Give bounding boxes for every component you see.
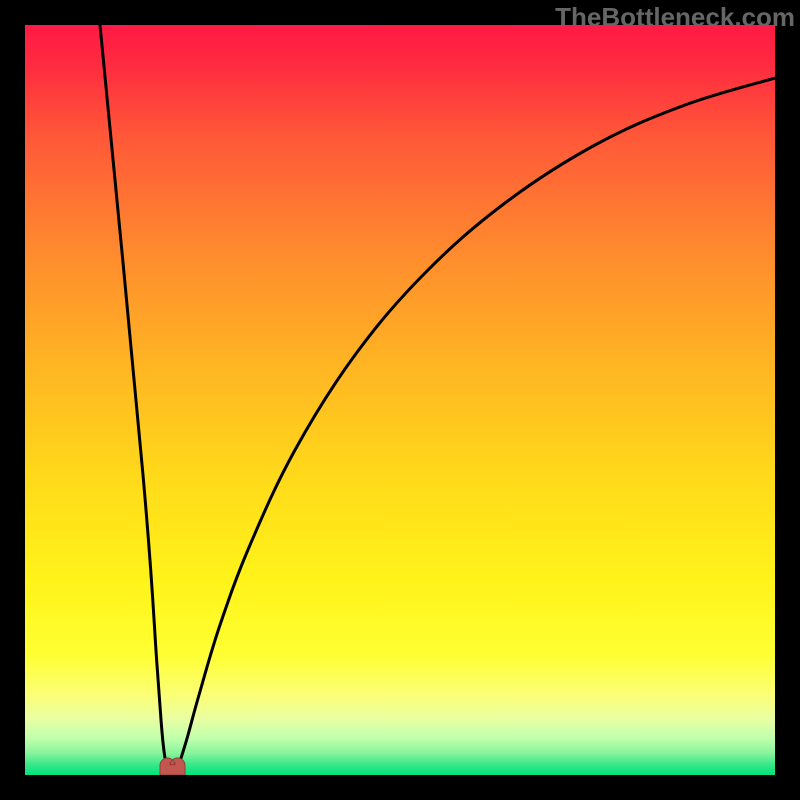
curve-left-branch <box>100 25 169 769</box>
plot-area <box>25 25 775 775</box>
curve-overlay <box>25 25 775 775</box>
curve-right-branch <box>177 78 776 769</box>
watermark-text: TheBottleneck.com <box>555 2 795 33</box>
dip-marker-shape <box>160 758 185 775</box>
dip-marker <box>158 756 187 775</box>
figure-container: TheBottleneck.com <box>0 0 800 800</box>
